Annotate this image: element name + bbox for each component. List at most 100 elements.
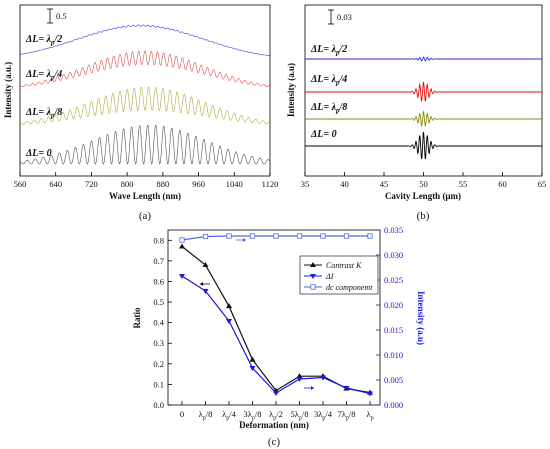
panel-c-x-tick-label: 3λp/4	[314, 409, 333, 422]
panel-a-scale-bar: 0.5	[47, 8, 67, 24]
panel-c-x-tick-label: 0	[180, 409, 184, 419]
panel-c-legend: Contrast K ΔI dc componemt	[299, 255, 379, 295]
panel-a-frame	[19, 4, 271, 177]
panel-a-series-line	[20, 86, 270, 125]
panel-c-point	[226, 303, 232, 309]
panel-c-legend-marker	[310, 274, 316, 279]
panel-c-x-tick-label: 5λp/8	[291, 409, 309, 422]
panel-c-point	[273, 233, 279, 239]
panel-c-x-tick-label: 7λp/8	[338, 409, 356, 422]
panel-a-caption: (a)	[139, 210, 152, 222]
panel-c-x-tick-label: λp/2	[269, 409, 283, 422]
panel-a-x-tick-label: 720	[85, 179, 98, 189]
panel-c-legend-label: Contrast K	[326, 261, 362, 270]
panel-c-y2-tick-label: 0.005	[384, 375, 403, 385]
panel-c-point	[249, 366, 256, 371]
panel-b-caption: (b)	[417, 210, 430, 222]
panel-a-x-tick-label: 960	[192, 179, 205, 189]
panel-c-x-tick-label: λp/4	[222, 409, 236, 422]
panel-a-x-tick-label: 800	[121, 179, 134, 189]
panel-c-y-tick-label: 0.1	[153, 379, 164, 389]
panel-c-legend-label: ΔI	[325, 272, 334, 281]
panel-a-x-tick-label: 560	[14, 179, 27, 189]
panel-c-point	[296, 377, 303, 382]
panel-a-series-line	[19, 50, 270, 88]
panel-a-x-ticks: 560 640 720 800 880 960 1040 1120	[14, 172, 279, 189]
panel-c-y2-tick-label: 0.020	[384, 300, 403, 310]
panel-b-x-tick-label: 50	[419, 179, 428, 189]
panel-c-point	[249, 356, 256, 362]
panel-c-point	[320, 233, 326, 239]
panel-a-series-line	[19, 124, 271, 165]
panel-c-point	[296, 233, 303, 239]
panel-c-y-tick-label: 0.0	[153, 400, 164, 410]
panel-c-y2-tick-label: 0.000	[384, 400, 403, 410]
panel-c-y-tick-label: 0.5	[153, 297, 164, 307]
panel-a-series-label: ΔL= λp/8	[25, 107, 62, 120]
panel-c-point	[273, 391, 279, 396]
panel-c-point	[367, 391, 373, 397]
panel-b-series-line	[305, 110, 542, 128]
panel-c-axis-arrows	[200, 238, 314, 390]
panel-c-series	[179, 233, 373, 397]
panel-b: ΔL= λp/2 ΔL= λp/4 ΔL= λp/8 ΔL= 0 35 40 45 50 55…	[286, 4, 547, 222]
panel-c-point	[296, 373, 303, 379]
panel-b-x-tick-label: 60	[498, 179, 507, 189]
panel-b-series-line	[305, 56, 542, 62]
panel-b-series-label: ΔL= 0	[310, 129, 337, 140]
panel-c-x-ticks: 0 λp/8 λp/4 3λp/8 λp/2 5λp/8 3λp/4 7λp/8 λp	[180, 401, 374, 422]
panel-a-x-tick-label: 640	[49, 179, 62, 189]
panel-c-x-axis-title: Deformation (nm)	[239, 420, 309, 430]
panel-c-y2-ticks: 0.000 0.005 0.010 0.015 0.020 0.025 0.030 0.035	[376, 225, 403, 410]
panel-c-y2-tick-label: 0.030	[384, 250, 403, 260]
panel-c-y-tick-label: 0.4	[153, 318, 164, 328]
panel-c-point	[320, 375, 326, 381]
panel-a-series-line	[20, 24, 270, 57]
panel-c-legend-label: dc componemt	[326, 283, 373, 292]
panel-b-x-tick-label: 55	[459, 179, 468, 189]
panel-c-legend-marker	[310, 262, 316, 267]
panel-c-point	[226, 319, 232, 324]
panel-c-y-tick-label: 0.8	[153, 235, 164, 245]
panel-b-scale-bar-label: 0.03	[337, 12, 352, 22]
panel-b-series-label: ΔL= λp/2	[310, 44, 347, 57]
panel-b-scale-bar: 0.03	[328, 9, 352, 25]
panel-b-x-tick-label: 35	[301, 179, 310, 189]
panel-b-frame	[304, 4, 543, 177]
panel-c-y-ticks: 0.0 0.1 0.2 0.3 0.4 0.5 0.6 0.7 0.8	[153, 235, 172, 410]
panel-b-series-labels: ΔL= λp/2 ΔL= λp/4 ΔL= λp/8 ΔL= 0	[310, 44, 347, 140]
panel-c-point	[202, 262, 209, 267]
panel-c-y-axis-title: Ratio	[132, 307, 142, 328]
panel-a-series-label: ΔL= λp/4	[25, 69, 62, 82]
panel-b-x-tick-label: 65	[538, 179, 547, 189]
panel-c-point	[179, 274, 185, 279]
panel-c-y2-tick-label: 0.010	[384, 350, 403, 360]
panel-c-axis-arrow-head	[200, 282, 203, 286]
panel-c-point	[367, 233, 373, 239]
panel-c-x-tick-label: λp/8	[199, 409, 213, 422]
panel-b-series-line	[305, 81, 542, 102]
panel-c-y-tick-label: 0.2	[153, 359, 164, 369]
panel-c-point	[202, 289, 209, 294]
panel-c-y2-tick-label: 0.035	[384, 225, 403, 235]
panel-a-x-tick-label: 880	[156, 179, 169, 189]
panel-c-point	[249, 233, 256, 239]
panel-b-y-axis-title: Intensity (a.u)	[286, 63, 296, 117]
panel-b-series-line	[305, 131, 542, 160]
panel-a-x-tick-label: 1120	[262, 179, 279, 189]
panel-b-x-ticks: 35 40 45 50 55 60 65	[301, 172, 547, 189]
panel-b-x-axis-title: Cavity Length (μm)	[385, 191, 461, 201]
panel-c-point	[202, 233, 209, 240]
panel-c-point	[343, 386, 350, 391]
panel-c-axis-arrow-head	[311, 386, 314, 390]
panel-c-x-tick-label: 3λp/8	[244, 409, 262, 422]
panel-b-x-tick-label: 45	[380, 179, 389, 189]
panel-c-y2-tick-label: 0.015	[384, 325, 403, 335]
panel-c-legend-marker	[310, 284, 316, 290]
panel-c-y-tick-label: 0.3	[153, 338, 164, 348]
panel-c-y2-tick-label: 0.025	[384, 275, 403, 285]
panel-c-caption: (c)	[268, 436, 281, 448]
panel-a-y-axis-title: Intensity (a.u.)	[3, 62, 13, 118]
panel-b-series-label: ΔL= λp/8	[310, 102, 347, 115]
